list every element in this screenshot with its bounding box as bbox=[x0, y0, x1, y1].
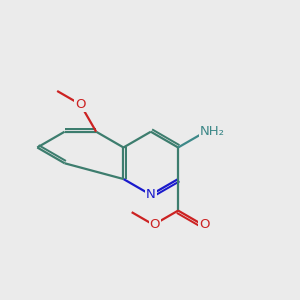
Text: NH₂: NH₂ bbox=[200, 125, 225, 138]
Text: O: O bbox=[75, 98, 86, 111]
Text: N: N bbox=[146, 188, 156, 201]
Text: O: O bbox=[150, 218, 160, 231]
Text: O: O bbox=[199, 218, 209, 231]
